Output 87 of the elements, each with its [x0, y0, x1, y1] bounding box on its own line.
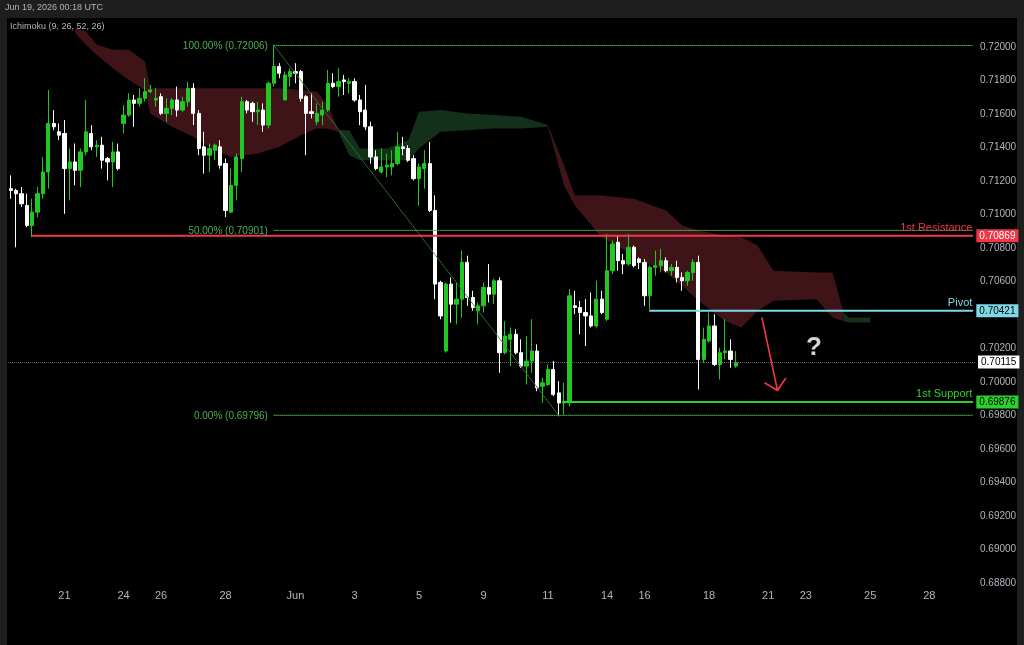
y-tick-label: 0.70000	[980, 375, 1017, 387]
data-label: 0.70421	[979, 305, 1016, 317]
candlestick	[379, 148, 383, 175]
series-label: Pivot	[947, 296, 973, 309]
candlestick	[73, 143, 77, 186]
candlestick	[111, 141, 115, 188]
x-tick-label: 28	[923, 588, 936, 601]
y-tick-label: 0.72000	[980, 40, 1017, 52]
candlestick	[535, 343, 539, 392]
candlestick	[326, 69, 330, 113]
x-tick-label: 5	[415, 588, 423, 601]
data-label: 0.70869	[979, 230, 1016, 242]
candlestick	[712, 313, 717, 367]
y-tick-label: 0.69800	[980, 409, 1017, 421]
series-label: 100.00% (0.72006)	[182, 39, 268, 51]
series-label: 1st Resistance	[900, 221, 973, 234]
candlestick	[347, 77, 351, 94]
candlestick	[626, 233, 631, 267]
candlestick	[191, 82, 195, 126]
candlestick	[600, 290, 604, 315]
series-label: 0.00% (0.69796)	[193, 409, 268, 421]
series-label: 50.00% (0.70901)	[188, 224, 268, 236]
candlestick	[95, 139, 99, 158]
candlestick	[557, 380, 561, 417]
x-tick-label: 9	[480, 588, 487, 601]
candlestick	[336, 67, 341, 98]
x-tick-label: 18	[702, 588, 716, 601]
x-tick-label: 21	[762, 588, 775, 601]
candlestick	[449, 276, 453, 324]
candlestick	[68, 148, 72, 201]
candlestick	[52, 109, 56, 131]
x-tick-label: 11	[542, 588, 554, 601]
candlestick	[659, 248, 663, 273]
y-tick-label: 0.71600	[980, 107, 1017, 119]
y-tick-label: 0.69600	[980, 442, 1017, 454]
candlestick	[487, 263, 491, 304]
candlestick	[256, 101, 260, 126]
candlestick	[154, 87, 158, 108]
x-tick-label: Jun	[286, 588, 305, 601]
y-tick-label: 0.70800	[980, 241, 1017, 253]
y-tick-label: 0.71400	[980, 141, 1017, 153]
candlestick	[492, 278, 496, 305]
annotation: Ichimoku (9, 26, 52, 26)	[10, 21, 105, 32]
y-tick-label: 0.69400	[980, 476, 1017, 488]
candlestick	[669, 263, 674, 277]
y-tick-label: 0.71000	[980, 208, 1017, 220]
series-label: 1st Support	[916, 387, 973, 400]
x-tick-label: 26	[154, 588, 168, 601]
candlestick	[132, 94, 136, 128]
annotation: ?	[806, 331, 822, 361]
x-tick-label: 24	[117, 588, 130, 601]
candlestick	[89, 124, 93, 151]
y-tick-label: 0.70200	[980, 342, 1017, 354]
candlestick	[261, 102, 265, 133]
candlestick	[594, 280, 598, 329]
x-tick-label: 25	[864, 588, 877, 601]
x-tick-label: 28	[219, 588, 232, 601]
candlestick	[159, 92, 163, 116]
candlestick	[696, 255, 700, 391]
text: Jun 19, 2026 00:18 UTC	[5, 2, 104, 13]
y-tick-label: 0.69200	[980, 509, 1017, 521]
candlestick	[342, 74, 346, 96]
candlestick	[175, 86, 179, 118]
candlestick	[497, 276, 502, 374]
candlestick	[734, 350, 738, 369]
candlestick	[277, 62, 281, 79]
candlestick	[465, 255, 469, 307]
x-tick-label: 14	[600, 588, 614, 601]
candlestick	[331, 72, 335, 89]
x-tick-label: 16	[638, 588, 651, 601]
candlestick	[240, 96, 244, 173]
candlestick	[728, 338, 733, 369]
candlestick	[551, 360, 555, 397]
candlestick	[25, 193, 29, 228]
ref-line-label: 0.70115	[981, 356, 1017, 368]
data-label: 0.69876	[979, 396, 1016, 408]
x-tick-label: 21	[58, 588, 71, 601]
y-tick-label: 0.69000	[980, 543, 1017, 555]
candlestick	[664, 256, 668, 273]
y-tick-label: 0.70600	[980, 275, 1017, 287]
candlestick	[116, 143, 120, 171]
y-tick-label: 0.71800	[980, 74, 1017, 86]
candlestick	[444, 281, 448, 354]
y-tick-label: 0.71200	[980, 174, 1017, 186]
y-tick-label: 0.68800	[980, 576, 1017, 588]
x-tick-label: 23	[799, 588, 812, 601]
x-tick-label: 3	[351, 588, 358, 601]
